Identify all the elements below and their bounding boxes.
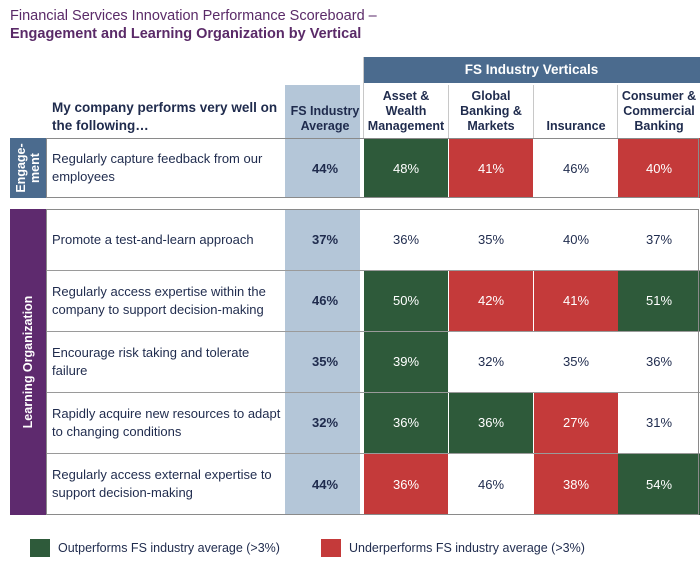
column-divider (617, 85, 618, 138)
average-cell: 35% (311, 354, 339, 369)
column-divider (533, 85, 534, 138)
vertical-cell: 35% (562, 354, 590, 369)
average-cell: 44% (311, 476, 339, 492)
average-cell: 44% (311, 160, 339, 176)
vertical-cell: 46% (562, 160, 590, 176)
vertical-cell: 36% (364, 392, 448, 453)
group-label-engagement: Engage-ment (14, 143, 42, 193)
legend-underperforms: Underperforms FS industry average (>3%) (321, 539, 585, 557)
vertical-cell: 31% (645, 415, 673, 430)
vertical-cell: 54% (618, 453, 700, 515)
table-row: Regularly access external expertise to s… (46, 453, 700, 515)
table-row: Rapidly acquire new resources to adapt t… (46, 392, 700, 453)
vertical-cell: 38% (534, 453, 618, 515)
vertical-cell: 36% (449, 392, 533, 453)
row-divider (46, 331, 700, 332)
vertical-cell: 36% (392, 232, 420, 247)
column-header-global-banking: Global Banking & Markets (460, 89, 522, 133)
vertical-cell: 40% (618, 138, 700, 198)
column-header-asset-wealth: Asset & Wealth Management (367, 89, 445, 133)
verticals-header: FS Industry Verticals (363, 57, 700, 83)
legend-swatch-outperforms (30, 539, 50, 557)
vertical-cell: 32% (477, 354, 505, 369)
row-statement: Encourage risk taking and tolerate failu… (52, 344, 250, 378)
vertical-cell: 41% (534, 270, 618, 331)
vertical-cell: 42% (449, 270, 533, 331)
legend-label-outperforms: Outperforms FS industry average (>3%) (58, 541, 280, 555)
legend-outperforms: Outperforms FS industry average (>3%) (30, 539, 280, 557)
table-row: Regularly access expertise within the co… (46, 270, 700, 331)
row-statement: Promote a test-and-learn approach (52, 231, 254, 247)
vertical-cell: 35% (477, 232, 505, 247)
legend-label-underperforms: Underperforms FS industry average (>3%) (349, 541, 585, 555)
average-cell: 46% (311, 293, 339, 308)
group-label-learning: Learning Organization (21, 295, 35, 429)
table-row: Promote a test-and-learn approach 37% 36% 3… (46, 209, 700, 270)
group-band-engagement: Engage-ment (10, 138, 46, 198)
vertical-cell: 36% (364, 453, 448, 515)
vertical-cell: 36% (645, 354, 673, 369)
column-header-consumer-commercial: Consumer & Commercial Banking (621, 89, 697, 133)
average-cell: 37% (311, 232, 339, 247)
chart-title-line1: Financial Services Innovation Performanc… (10, 8, 377, 24)
statement-header: My company performs very well on the fol… (52, 100, 278, 133)
vertical-cell: 41% (449, 138, 533, 198)
vertical-cell: 37% (645, 232, 673, 247)
row-statement: Rapidly acquire new resources to adapt t… (52, 405, 281, 439)
column-divider (448, 85, 449, 138)
row-statement: Regularly capture feedback from our empl… (52, 151, 263, 184)
vertical-cell: 50% (364, 270, 448, 331)
group-band-learning: Learning Organization (10, 209, 46, 515)
column-header-insurance: Insurance (546, 119, 606, 133)
vertical-cell: 48% (364, 138, 448, 198)
table-row: Regularly capture feedback from our empl… (46, 138, 700, 198)
chart-title-line2: Engagement and Learning Organization by … (10, 26, 362, 42)
vertical-cell: 40% (562, 232, 590, 247)
table-row: Encourage risk taking and tolerate failu… (46, 331, 700, 392)
average-column-background (285, 85, 360, 138)
vertical-cell: 46% (477, 476, 505, 492)
average-cell: 32% (311, 415, 339, 430)
row-divider (46, 453, 700, 454)
vertical-cell: 27% (534, 392, 618, 453)
column-header-average: FS Industry Average (290, 104, 360, 133)
row-statement: Regularly access expertise within the co… (52, 283, 266, 317)
header-row: My company performs very well on the fol… (46, 85, 700, 138)
average-column-background (285, 209, 360, 515)
average-column-background (285, 138, 360, 198)
legend-swatch-underperforms (321, 539, 341, 557)
row-divider (46, 392, 700, 393)
row-statement: Regularly access external expertise to s… (52, 467, 272, 500)
row-divider (46, 270, 700, 271)
vertical-cell: 51% (618, 270, 700, 331)
column-divider (363, 57, 364, 139)
vertical-cell: 39% (364, 331, 448, 392)
